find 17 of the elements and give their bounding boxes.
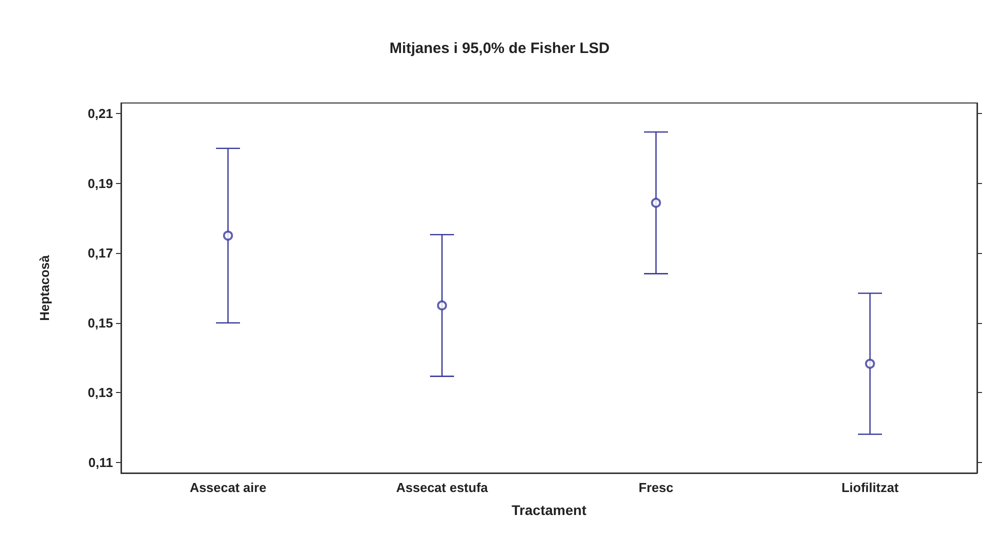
- y-tick-label: 0,17: [88, 246, 113, 261]
- x-tick-label: Fresc: [638, 480, 674, 495]
- y-tick-label: 0,11: [88, 455, 113, 470]
- x-tick-label: Assecat aire: [190, 480, 266, 495]
- y-tick-label: 0,19: [88, 176, 113, 191]
- point: [651, 198, 661, 208]
- point: [865, 358, 875, 369]
- point: [437, 300, 447, 310]
- y-tick-label: 0,21: [88, 106, 113, 121]
- x-axis-title: Tractament: [512, 502, 587, 518]
- y-axis-title: Heptacosà: [37, 254, 52, 321]
- y-tick-label: 0,13: [88, 385, 113, 400]
- x-tick-label: Liofilitzat: [841, 480, 900, 495]
- point: [223, 230, 233, 241]
- y-tick-label: 0,15: [88, 315, 113, 330]
- chart-title: Mitjanes i 95,0% de Fisher LSD: [389, 40, 610, 57]
- x-tick-label: Assecat estufa: [396, 480, 489, 495]
